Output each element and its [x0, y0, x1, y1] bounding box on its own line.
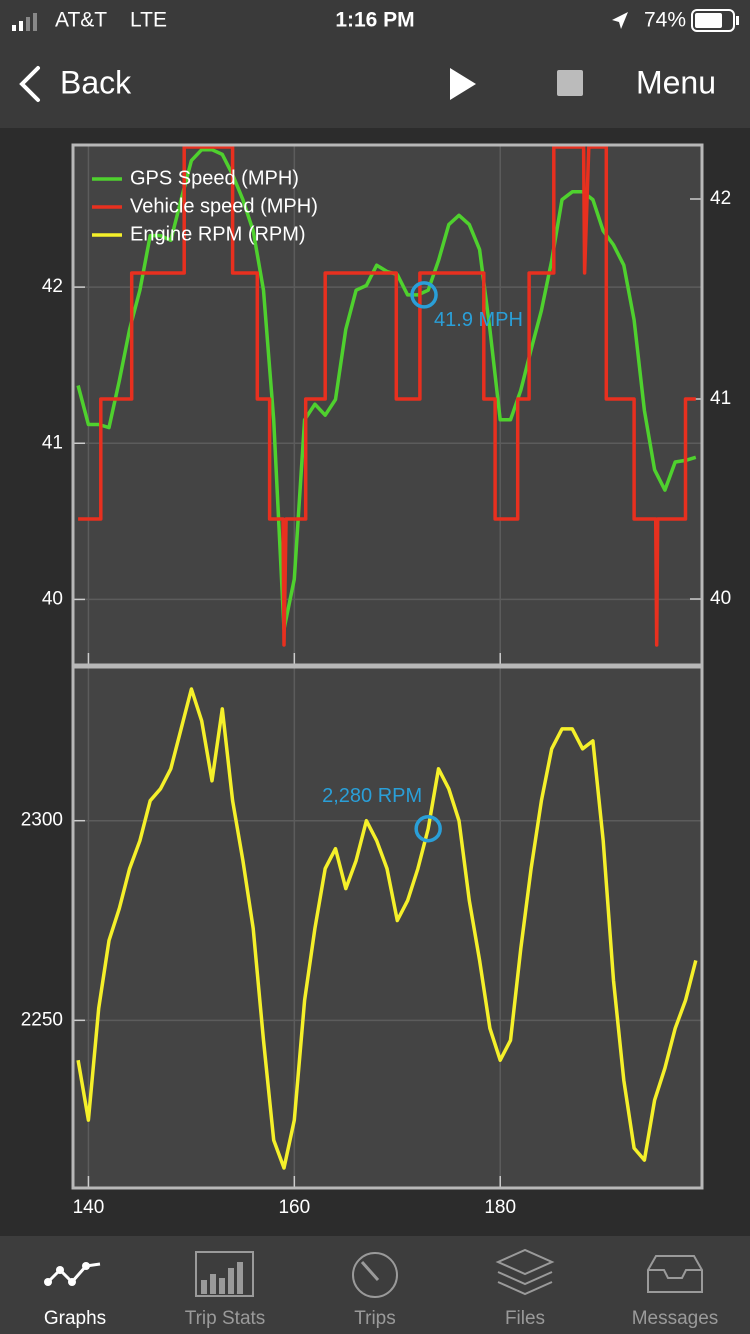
y-tick-label: 41	[42, 432, 63, 453]
x-tick-label: 180	[484, 1197, 516, 1218]
series-line	[78, 145, 696, 647]
y-tick-label: 42	[42, 276, 63, 297]
plot-border	[71, 143, 704, 667]
tab-icons	[44, 1248, 703, 1298]
legend-label: Vehicle speed (MPH)	[130, 195, 318, 217]
legend-label: GPS Speed (MPH)	[130, 167, 299, 189]
location-icon	[612, 12, 628, 29]
tab-label[interactable]: Graphs	[44, 1308, 106, 1329]
tab-label[interactable]: Trips	[354, 1308, 396, 1329]
battery-percent: 74%	[644, 9, 686, 32]
series-group	[76, 145, 697, 647]
tab-label[interactable]: Messages	[632, 1308, 719, 1329]
annotation-marker	[410, 281, 438, 309]
y2-tick-label: 40	[710, 588, 731, 609]
signal-icon	[12, 13, 37, 31]
tab-label[interactable]: Files	[505, 1308, 545, 1329]
y-tick-label: 2250	[21, 1009, 63, 1030]
clock: 1:16 PM	[335, 9, 414, 32]
series-line	[76, 687, 698, 1170]
annotation-label: 2,280 RPM	[322, 785, 422, 807]
y-tick-label: 2300	[21, 810, 63, 831]
play-button[interactable]	[450, 68, 476, 100]
nav-bar	[0, 40, 750, 128]
x-tick-label: 140	[73, 1197, 105, 1218]
x-tick-label: 160	[278, 1197, 310, 1218]
y2-tick-label: 42	[710, 188, 731, 209]
stop-button[interactable]	[557, 70, 583, 96]
annotation-label: 41.9 MPH	[434, 309, 523, 331]
legend-label: Engine RPM (RPM)	[130, 223, 306, 245]
carrier: AT&T	[55, 9, 107, 32]
y2-tick-label: 41	[710, 388, 731, 409]
series-group	[76, 687, 698, 1170]
status-bar	[0, 0, 750, 40]
tab-label[interactable]: Trip Stats	[185, 1308, 266, 1329]
network: LTE	[130, 9, 167, 32]
battery-icon	[691, 9, 739, 32]
y-tick-label: 40	[42, 588, 63, 609]
plot-area	[73, 145, 702, 665]
menu-button[interactable]: Menu	[636, 64, 716, 100]
back-chevron[interactable]	[19, 66, 40, 102]
plot-area	[73, 667, 702, 1188]
annotation-marker	[414, 814, 442, 843]
plot-border	[71, 665, 704, 1190]
back-button[interactable]: Back	[60, 64, 132, 100]
